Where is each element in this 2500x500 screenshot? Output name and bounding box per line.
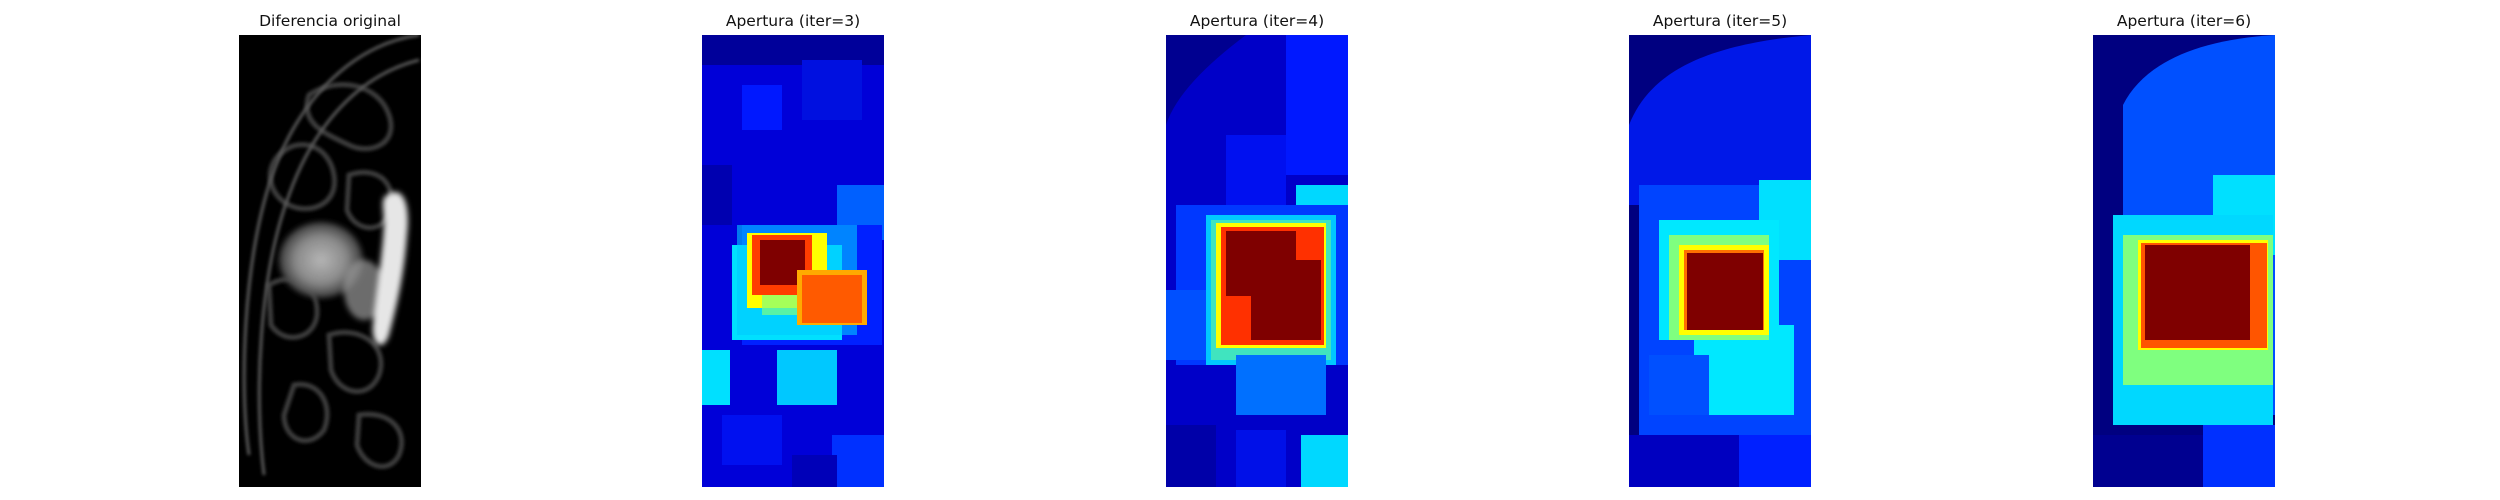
panel-title: Apertura (iter=4) — [1189, 12, 1325, 30]
opening-iter-5-image — [1629, 35, 1811, 487]
panel-iter-3: Apertura (iter=3) — [702, 0, 884, 500]
panel-iter-4: Apertura (iter=4) — [1166, 0, 1348, 500]
panel-iter-5: Apertura (iter=5) — [1629, 0, 1811, 500]
panel-title: Apertura (iter=6) — [2116, 12, 2252, 30]
panel-title: Diferencia original — [259, 12, 401, 30]
panel-original: Diferencia original — [239, 0, 421, 500]
opening-iter-6-image — [2093, 35, 2275, 487]
panel-title: Apertura (iter=3) — [725, 12, 861, 30]
opening-iter-3-image — [702, 35, 884, 487]
panel-title: Apertura (iter=5) — [1652, 12, 1788, 30]
panel-iter-6: Apertura (iter=6) — [2093, 0, 2275, 500]
original-difference-image — [239, 35, 421, 487]
opening-iter-4-image — [1166, 35, 1348, 487]
